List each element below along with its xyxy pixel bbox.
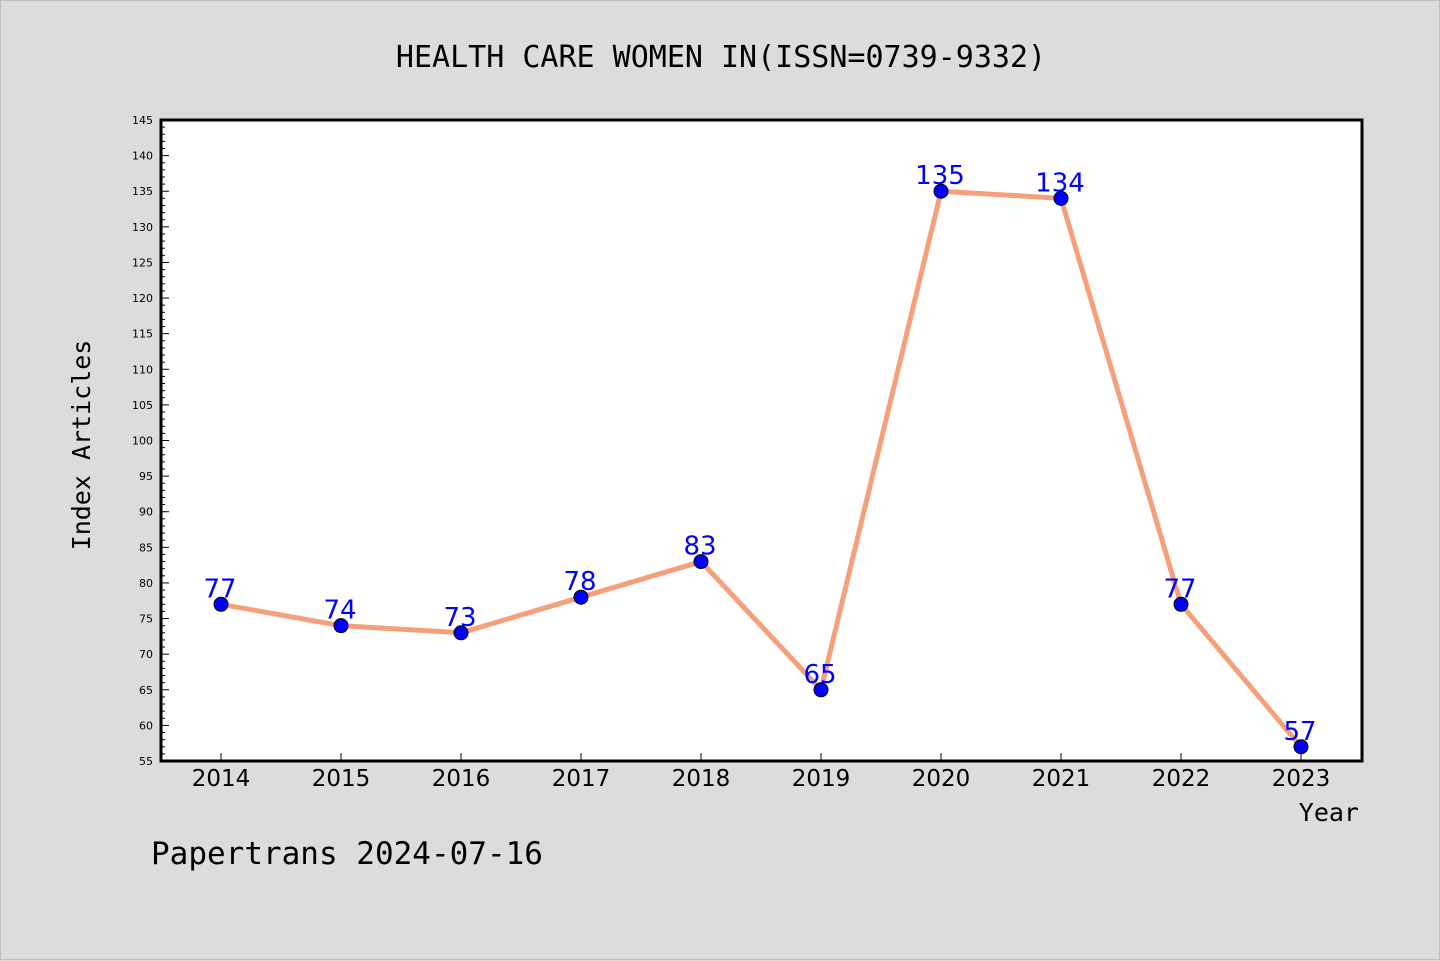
y-tick-label: 65: [139, 684, 153, 697]
data-point: [693, 554, 709, 570]
y-tick-label: 95: [139, 470, 153, 483]
y-tick-label: 70: [139, 648, 153, 661]
y-tick-label: 130: [132, 221, 153, 234]
y-tick-label: 90: [139, 506, 153, 519]
y-tick-label: 115: [132, 328, 153, 341]
data-point: [453, 625, 469, 641]
y-tick-label: 145: [132, 114, 153, 127]
data-label: 134: [1035, 168, 1085, 198]
data-point: [1173, 596, 1189, 612]
y-tick-label: 55: [139, 755, 153, 768]
footer-credit: Papertrans 2024-07-16: [151, 836, 543, 872]
series-layer: 77 74 73 78 83 65 135 134 77 57: [203, 161, 1317, 755]
y-tick-label: 75: [139, 613, 153, 626]
data-point: [1053, 190, 1069, 206]
y-tick-label: 100: [132, 435, 153, 448]
y-tick-label: 110: [132, 363, 153, 376]
plot-area: [159, 118, 1364, 763]
series-line: [218, 188, 1304, 750]
y-tick-label: 85: [139, 541, 153, 554]
x-tick-label: 2014: [192, 766, 251, 792]
y-axis-ticks: 55 60 65 70 75 80 85 90 95 100 105 110 115 120 125 130 1…: [132, 114, 169, 768]
x-tick-label: 2015: [312, 766, 371, 792]
x-tick-label: 2019: [792, 766, 851, 792]
x-tick-label: 2023: [1272, 766, 1331, 792]
y-tick-label: 140: [132, 150, 153, 163]
y-axis-label: Index Articles: [67, 340, 96, 551]
data-point: [813, 682, 829, 698]
y-tick-label: 60: [139, 719, 153, 732]
x-tick-label: 2018: [672, 766, 731, 792]
y-tick-label: 80: [139, 577, 153, 590]
x-tick-label: 2016: [432, 766, 491, 792]
x-tick-label: 2017: [552, 766, 611, 792]
chart-title: HEALTH CARE WOMEN IN(ISSN=0739-9332): [396, 40, 1046, 75]
y-tick-label: 105: [132, 399, 153, 412]
y-tick-label: 120: [132, 292, 153, 305]
data-point: [933, 183, 949, 199]
data-label: 78: [563, 567, 596, 597]
data-label: 135: [915, 161, 965, 191]
y-tick-label: 125: [132, 256, 153, 269]
data-label: 77: [203, 574, 236, 604]
data-label: 83: [683, 532, 716, 562]
x-tick-label: 2021: [1032, 766, 1091, 792]
data-point: [573, 589, 589, 605]
data-label: 74: [323, 596, 356, 626]
data-label: 57: [1283, 717, 1316, 747]
y-tick-label: 135: [132, 185, 153, 198]
data-point: [333, 618, 349, 634]
x-tick-label: 2022: [1152, 766, 1211, 792]
x-axis-ticks: 2014 2015 2016 2017 2018 2019 2020 2021 2022 2023: [192, 753, 1331, 792]
data-point: [213, 596, 229, 612]
data-label: 77: [1163, 574, 1196, 604]
data-label: 65: [803, 660, 836, 690]
data-label: 73: [443, 603, 476, 633]
data-point: [1293, 739, 1309, 755]
x-tick-label: 2020: [912, 766, 971, 792]
x-axis-label: Year: [1299, 798, 1359, 827]
